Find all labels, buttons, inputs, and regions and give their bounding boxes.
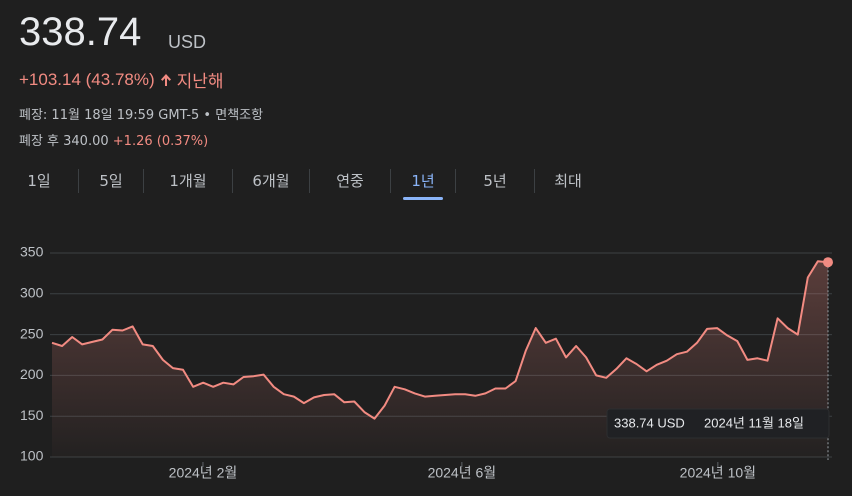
after-hours-row: 폐장 후 340.00 +1.26 (0.37%): [19, 130, 208, 149]
tab-separator: [232, 169, 233, 193]
range-tab[interactable]: 6개월: [252, 172, 290, 190]
y-tick-label: 100: [20, 448, 44, 464]
tooltip-price: 338.74 USD: [614, 415, 685, 430]
tab-separator: [534, 169, 535, 193]
change-row: +103.14 (43.78%) 지난해: [19, 67, 224, 92]
after-hours-change: +1.26 (0.37%): [112, 134, 209, 149]
price: 338.74: [19, 10, 142, 54]
range-tab[interactable]: 연중: [336, 172, 364, 190]
tab-separator: [78, 169, 79, 193]
x-tick-label: 2024년 2월: [169, 465, 238, 481]
currency: USD: [168, 32, 207, 52]
range-tab[interactable]: 1일: [27, 172, 51, 190]
after-hours: 폐장 후 340.00: [19, 134, 109, 149]
x-tick-label: 2024년 10월: [680, 465, 756, 481]
tab-separator: [455, 169, 456, 193]
close-info: 폐장: 11월 18일 19:59 GMT-5: [19, 108, 200, 123]
area: [52, 261, 828, 457]
range-tab[interactable]: 1년: [391, 166, 455, 200]
period: 지난해: [176, 72, 224, 91]
tab-separator: [143, 169, 144, 193]
tooltip-box: [606, 408, 830, 439]
disclaimer[interactable]: 면책조항: [215, 108, 264, 123]
change: +103.14 (43.78%): [19, 69, 155, 89]
last-point: [823, 257, 833, 268]
y-tick-label: 200: [20, 366, 44, 382]
range-tab[interactable]: 최대: [554, 172, 582, 190]
range-tab[interactable]: 5일: [99, 172, 123, 190]
tab-separator: [309, 169, 310, 193]
y-tick-label: 250: [20, 325, 44, 341]
price-line: [51, 260, 829, 420]
range-tabs: 1일 5일 1개월 6개월 연중 1년 5년 최대: [0, 166, 601, 200]
up-arrow-icon: [160, 73, 171, 86]
x-tick-label: 2024년 6월: [428, 465, 497, 481]
range-tab[interactable]: 5년: [483, 172, 507, 190]
close-info-row: 폐장: 11월 18일 19:59 GMT-5 • 면책조항: [19, 108, 264, 123]
tooltip-date: 2024년 11월 18일: [704, 415, 804, 430]
tooltip: 338.74 USD 2024년 11월 18일: [606, 408, 830, 439]
y-tick-label: 150: [20, 407, 44, 423]
y-tick-label: 350: [20, 244, 44, 260]
y-tick-label: 300: [20, 285, 44, 301]
range-tab[interactable]: 1개월: [169, 172, 207, 190]
